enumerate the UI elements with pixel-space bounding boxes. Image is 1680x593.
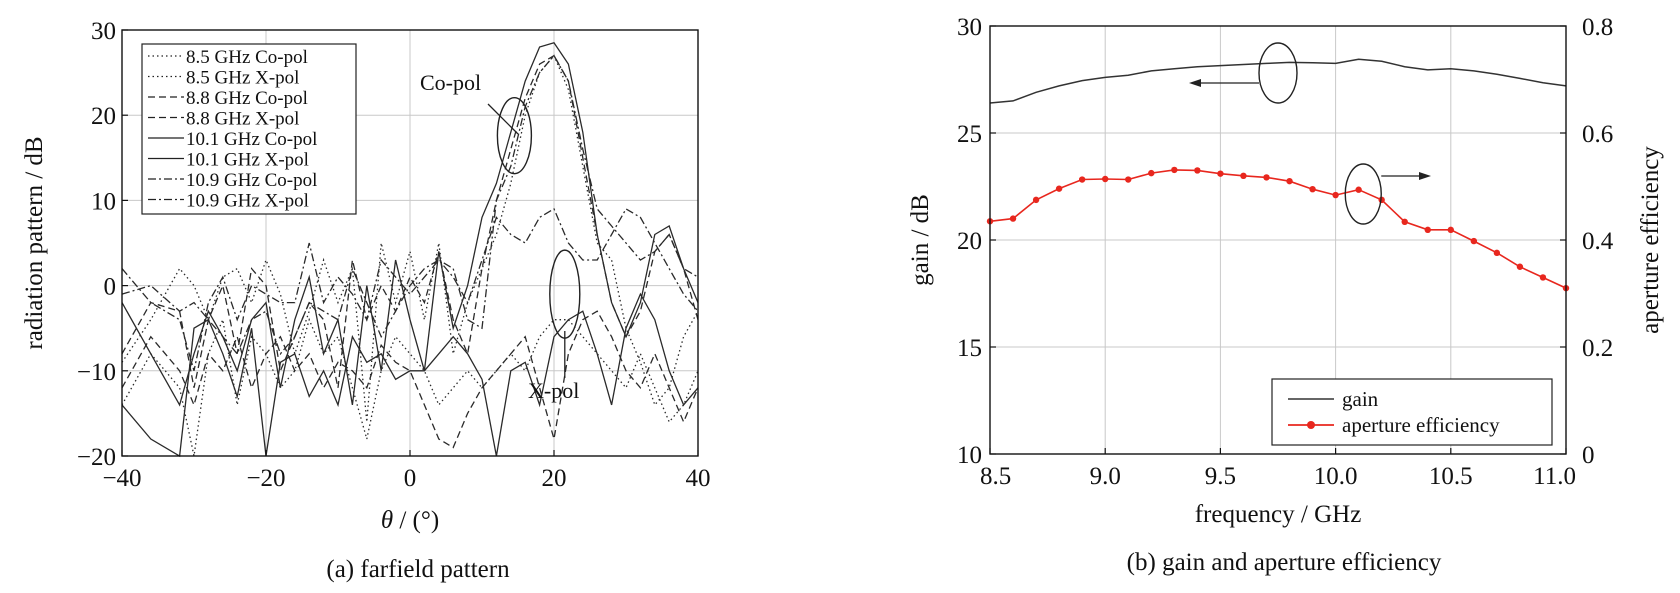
x-tick-label: 40 xyxy=(686,465,711,492)
efficiency-point xyxy=(1102,175,1109,183)
efficiency-point xyxy=(1447,226,1455,234)
annotation-co-pol: Co-pol xyxy=(420,70,481,95)
legend-label: 10.1 GHz X-pol xyxy=(186,150,309,171)
efficiency-point xyxy=(1240,172,1247,179)
legend-box xyxy=(141,43,357,215)
y-tick-label: −20 xyxy=(77,444,116,471)
series-line-0 xyxy=(121,54,699,422)
x-tick-label: 8.5 xyxy=(980,463,1011,490)
efficiency-point xyxy=(1539,274,1547,281)
legend-label-efficiency: aperture efficiency xyxy=(1342,413,1500,437)
series-line-gain xyxy=(989,58,1567,104)
x-tick-label: −40 xyxy=(102,465,141,492)
efficiency-point xyxy=(1055,185,1063,192)
x-tick-label: 0 xyxy=(404,465,417,492)
efficiency-point xyxy=(1032,196,1040,204)
legend-label: 8.8 GHz X-pol xyxy=(186,109,299,130)
x-tick-label: −20 xyxy=(246,465,285,492)
x-axis-label-unit: / (°) xyxy=(393,507,439,534)
efficiency-point xyxy=(1263,174,1270,181)
gain-ellipse xyxy=(1258,42,1298,104)
efficiency-point xyxy=(1148,169,1155,177)
series-line-5 xyxy=(121,292,699,458)
efficiency-point xyxy=(1078,176,1086,183)
y-tick-label: 30 xyxy=(957,14,982,41)
efficiency-point xyxy=(1009,215,1017,222)
efficiency-point xyxy=(1171,166,1178,174)
y-tick-label: 30 xyxy=(91,18,116,45)
efficiency-point xyxy=(1309,185,1316,193)
legend-label: 8.8 GHz Co-pol xyxy=(186,88,308,109)
y-right-axis-label: aperture efficiency xyxy=(1637,146,1664,334)
y-right-tick-label: 0.4 xyxy=(1582,228,1614,255)
efficiency-point xyxy=(1470,237,1478,245)
series-line-7 xyxy=(121,207,699,356)
annotation-x-pol: X-pol xyxy=(528,378,579,403)
efficiency-point xyxy=(1355,186,1362,193)
legend-label: 10.9 GHz X-pol xyxy=(186,191,309,212)
y-tick-label: 10 xyxy=(957,442,982,469)
chart-caption: (b) gain and aperture efficiency xyxy=(1127,549,1442,576)
y-axis-label: gain / dB xyxy=(907,194,934,286)
efficiency-point xyxy=(1125,176,1132,183)
legend-label: 8.5 GHz Co-pol xyxy=(186,47,308,68)
legend-box xyxy=(1271,378,1553,446)
efficiency-point xyxy=(1194,167,1201,174)
x-axis-label: θ / (°) xyxy=(381,507,439,534)
y-tick-label: 15 xyxy=(957,335,982,362)
y-tick-label: 0 xyxy=(104,274,117,301)
series-line-aperture-efficiency xyxy=(989,169,1567,289)
efficiency-point xyxy=(1286,177,1293,185)
y-tick-label: 20 xyxy=(91,103,116,130)
legend-marker-efficiency xyxy=(1307,421,1315,429)
efficiency-point xyxy=(1493,249,1501,257)
x-tick-label: 10.0 xyxy=(1314,463,1358,490)
efficiency-point xyxy=(1332,191,1339,199)
legend-label: 8.5 GHz X-pol xyxy=(186,68,299,89)
x-tick-label: 10.5 xyxy=(1429,463,1473,490)
legend-label-gain: gain xyxy=(1342,387,1379,411)
efficiency-ellipse xyxy=(1344,163,1382,225)
efficiency-point xyxy=(1401,218,1408,226)
y-tick-label: 20 xyxy=(957,228,982,255)
x-axis-label: frequency / GHz xyxy=(1195,501,1362,528)
y-tick-label: −10 xyxy=(77,359,116,386)
efficiency-point xyxy=(1217,170,1224,177)
y-axis-label: radiation pattern / dB xyxy=(21,136,48,349)
series-line-6 xyxy=(121,54,699,371)
legend-label: 10.9 GHz Co-pol xyxy=(186,170,317,191)
efficiency-point xyxy=(1516,263,1524,270)
efficiency-point xyxy=(1424,226,1431,234)
co-pol-ellipse xyxy=(496,96,533,175)
y-right-tick-label: 0.6 xyxy=(1582,121,1613,148)
y-tick-label: 10 xyxy=(91,188,116,215)
x-tick-label: 20 xyxy=(542,465,567,492)
x-tick-label: 9.5 xyxy=(1205,463,1236,490)
efficiency-arrow-head xyxy=(1419,172,1431,180)
y-right-tick-label: 0.2 xyxy=(1582,335,1613,362)
x-tick-label: 11.0 xyxy=(1533,463,1576,490)
y-right-tick-label: 0 xyxy=(1582,442,1595,469)
y-tick-label: 25 xyxy=(957,121,982,148)
chart-caption: (a) farfield pattern xyxy=(326,556,510,583)
series-line-2 xyxy=(121,54,699,388)
x-tick-label: 9.0 xyxy=(1090,463,1121,490)
legend-label: 10.1 GHz Co-pol xyxy=(186,129,317,150)
gain-arrow-head xyxy=(1189,79,1201,87)
co-pol-leader xyxy=(487,103,519,135)
series-line-1 xyxy=(121,317,699,457)
y-right-tick-label: 0.8 xyxy=(1582,14,1613,41)
x-axis-label-symbol: θ xyxy=(381,507,393,534)
chart-gain-aperture-efficiency: 8.5 9.0 9.5 10.0 10.5 11.0 30 25 20 15 10 0.8 0.6 0.4… xyxy=(907,14,1664,576)
